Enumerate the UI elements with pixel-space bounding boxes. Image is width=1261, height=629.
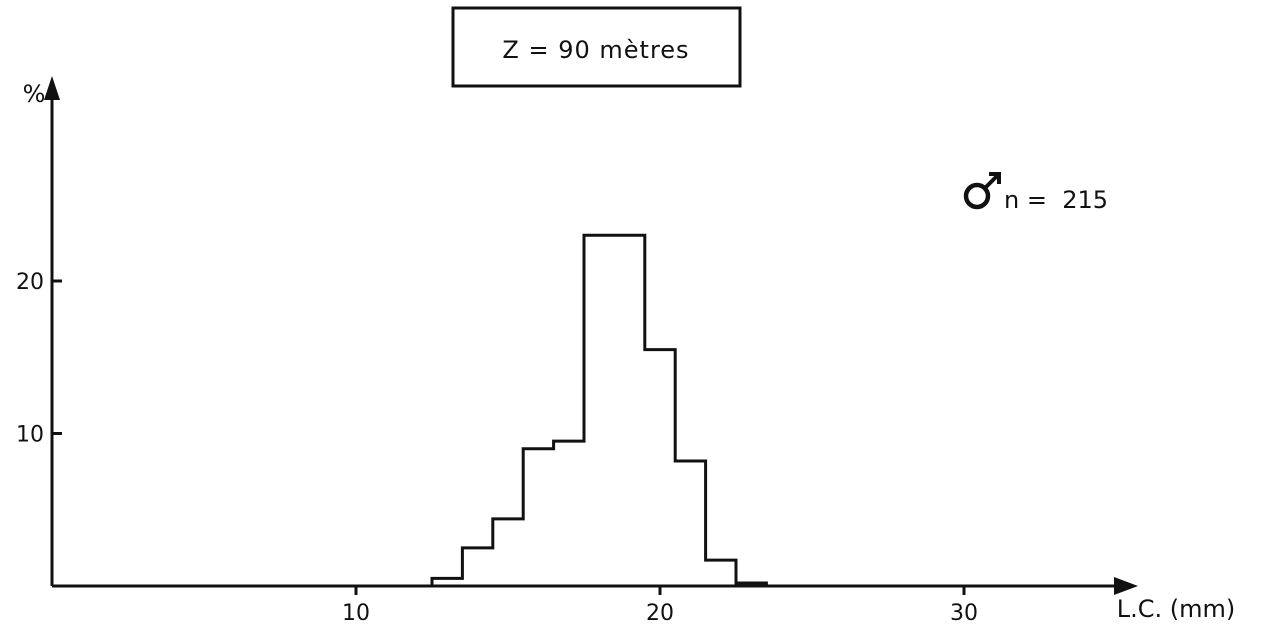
x-axis-label: L.C. (mm) xyxy=(1117,595,1236,623)
x-ticks: 10 20 30 xyxy=(342,586,978,626)
histogram-bar xyxy=(554,441,584,586)
x-tick-label: 30 xyxy=(950,601,978,626)
x-tick-label: 20 xyxy=(646,601,674,626)
y-ticks: 10 20 xyxy=(16,270,62,448)
histogram-bar xyxy=(584,235,645,586)
male-symbol-icon xyxy=(963,172,1001,210)
histogram-bar xyxy=(523,449,553,586)
histogram-bins xyxy=(432,235,766,586)
x-axis-arrow xyxy=(1114,577,1138,595)
histogram-bar xyxy=(706,560,736,586)
histogram-bar xyxy=(462,548,492,586)
chart-title: Z = 90 mètres xyxy=(502,36,689,64)
histogram-bar xyxy=(645,350,675,586)
y-axis-arrow xyxy=(44,76,60,100)
y-tick-label: 20 xyxy=(16,270,44,295)
sample-size-annotation: n = 215 xyxy=(1004,186,1108,214)
histogram-outline xyxy=(430,233,768,586)
histogram-bar xyxy=(493,519,523,586)
x-tick-label: 10 xyxy=(342,601,370,626)
y-tick-label: 10 xyxy=(16,423,44,448)
histogram-bar xyxy=(675,461,705,586)
y-axis-label: % xyxy=(23,80,46,108)
title-box xyxy=(451,6,742,88)
